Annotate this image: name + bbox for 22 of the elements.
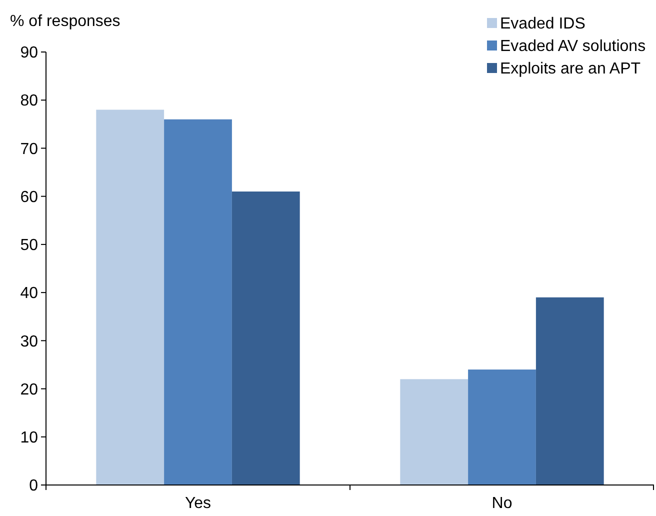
y-tick-label: 50	[20, 237, 38, 254]
bar	[164, 119, 232, 485]
legend-label: Exploits are an APT	[500, 60, 641, 78]
y-tick-label: 10	[20, 429, 38, 446]
y-axis-title: % of responses	[10, 13, 120, 30]
bar	[400, 379, 468, 485]
bar	[468, 370, 536, 485]
y-tick-label: 70	[20, 140, 38, 158]
x-tick-label: No	[492, 495, 512, 512]
y-tick-label: 90	[20, 44, 38, 62]
legend-label: Evaded AV solutions	[500, 38, 646, 56]
bar	[536, 297, 604, 485]
x-tick-label: Yes	[184, 495, 212, 512]
y-tick-label: 40	[20, 285, 38, 302]
y-tick-label: 60	[20, 188, 38, 206]
bar	[232, 192, 300, 485]
legend-label: Evaded IDS	[500, 16, 586, 33]
y-tick-label: 0	[29, 478, 38, 495]
y-tick-label: 30	[20, 333, 38, 350]
bar	[96, 110, 164, 485]
y-tick-label: 20	[20, 381, 38, 398]
y-tick-label: 80	[20, 92, 38, 110]
